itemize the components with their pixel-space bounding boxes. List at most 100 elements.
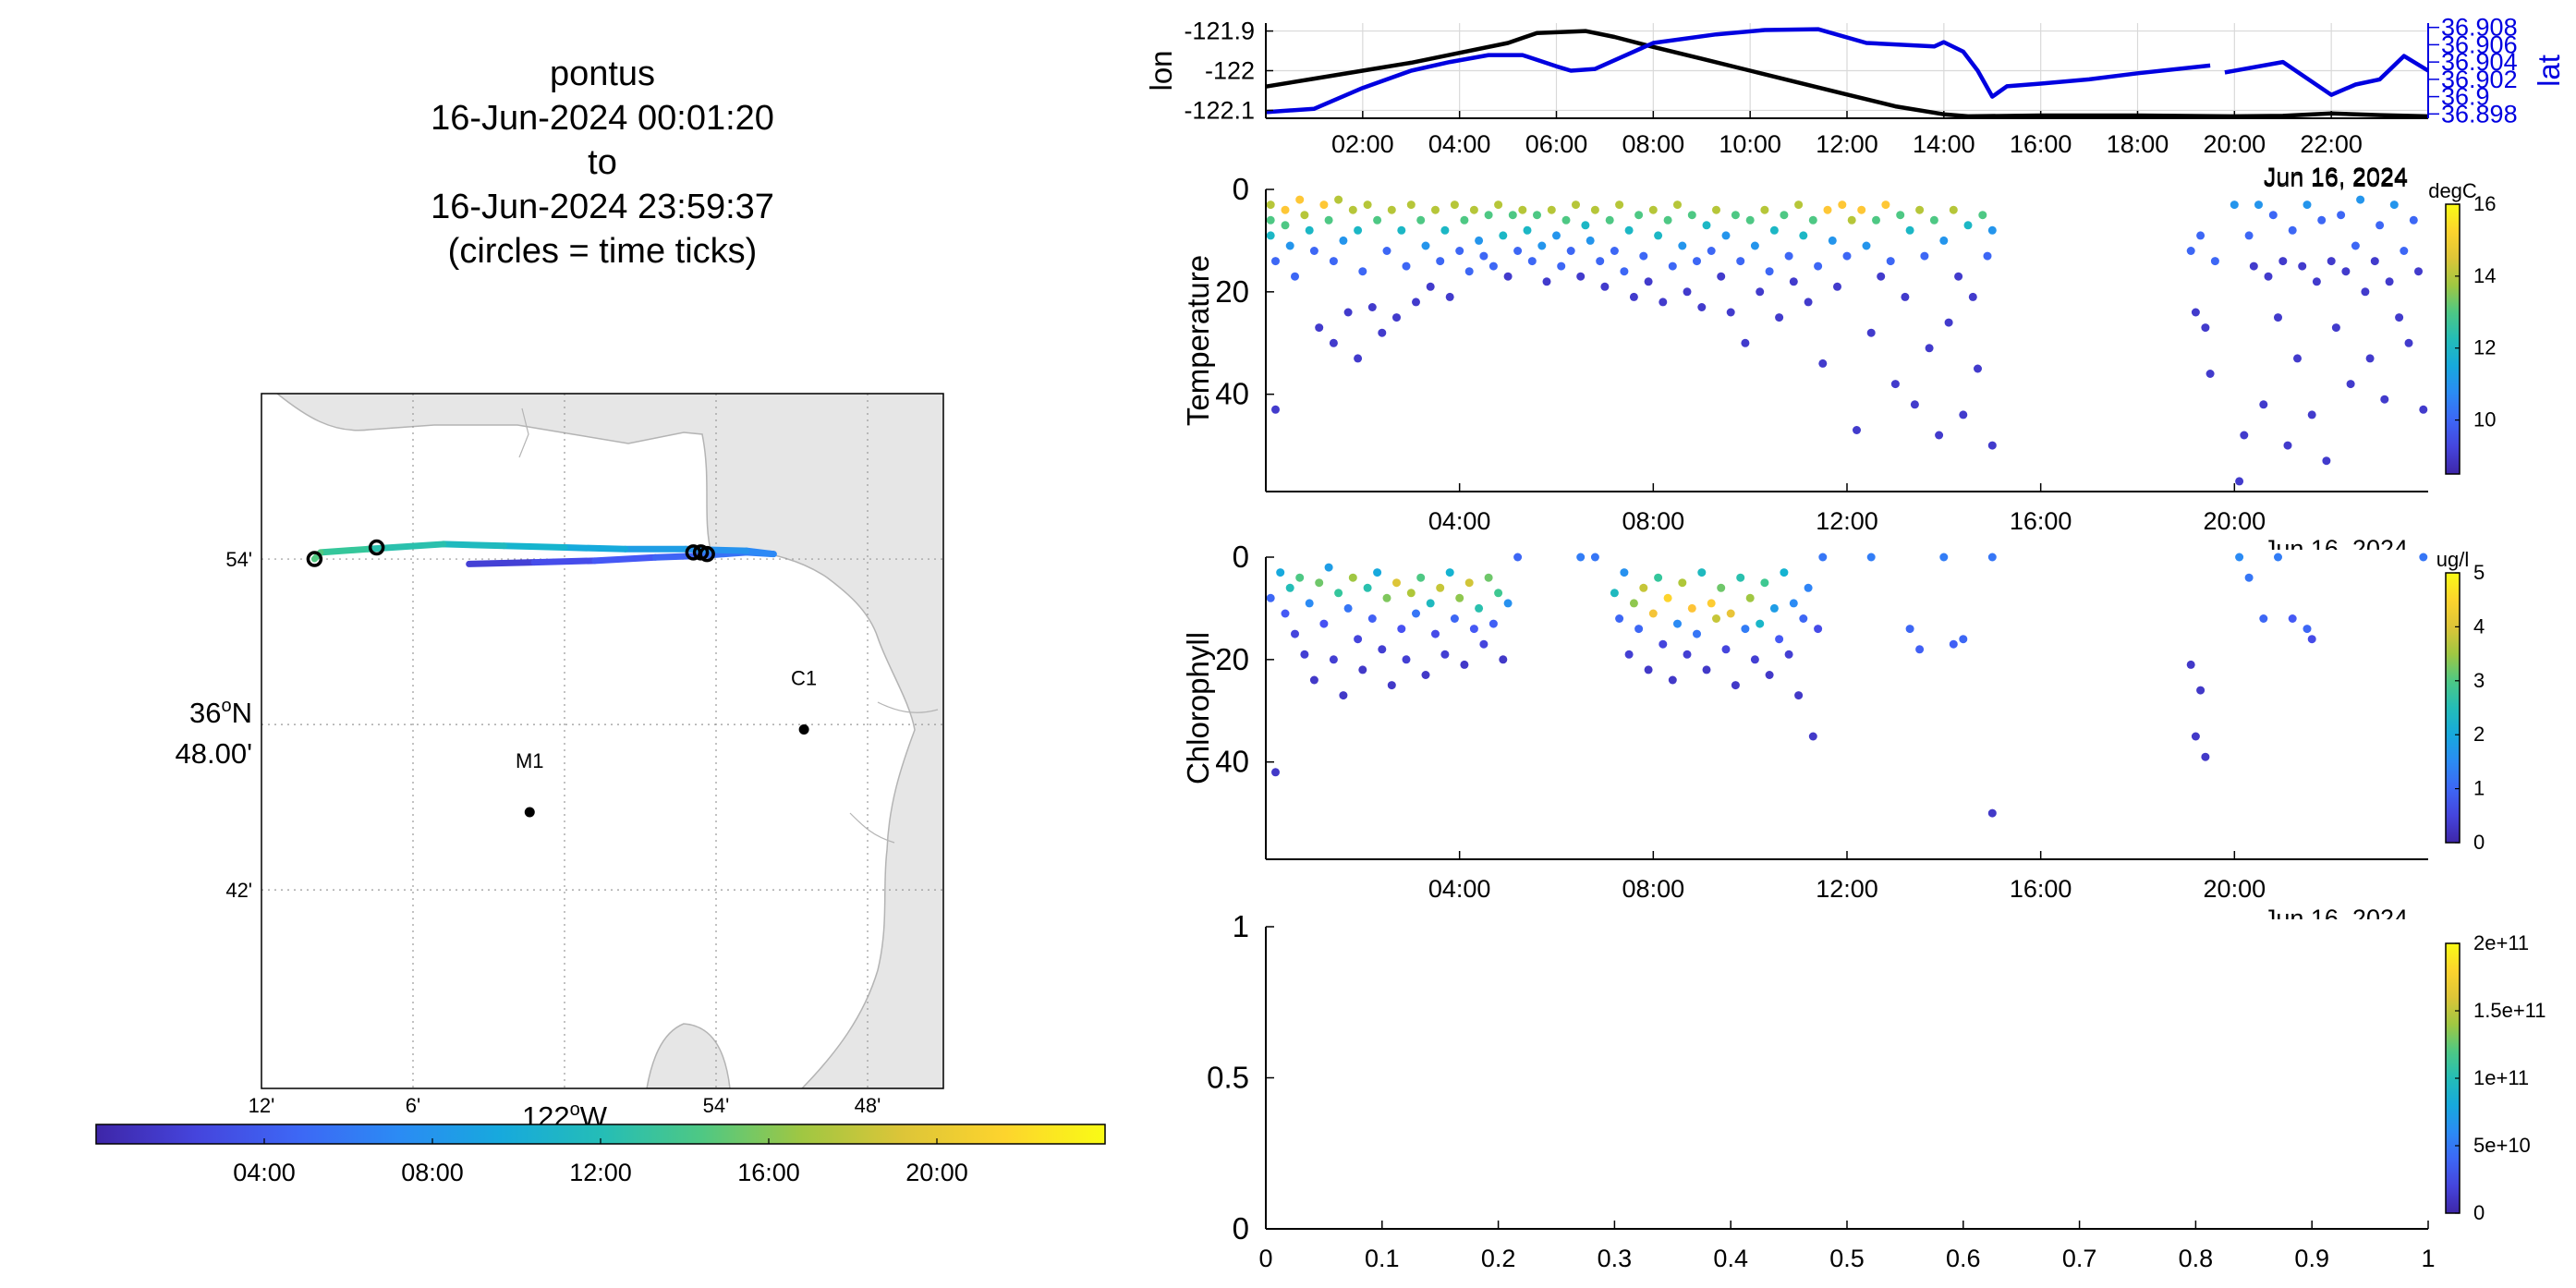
- x-tick-label: 16:00: [2010, 875, 2072, 903]
- data-point: [1799, 614, 1808, 623]
- data-point: [1968, 292, 1977, 301]
- y-tick-label: 40: [1215, 745, 1249, 779]
- y-tick-label-right: 36.898: [2441, 100, 2518, 128]
- map-track-segment: [591, 553, 659, 565]
- data-point: [1673, 619, 1682, 628]
- colorbar-label: ug/l: [2436, 548, 2469, 571]
- data-point: [1416, 573, 1426, 582]
- data-point: [1479, 251, 1488, 261]
- data-point: [1469, 625, 1478, 634]
- data-point: [1334, 195, 1343, 204]
- data-point: [1702, 221, 1711, 230]
- data-point: [1693, 629, 1701, 638]
- y-tick-label: 0: [1233, 172, 1249, 206]
- data-point: [1987, 441, 1997, 450]
- data-point: [1547, 205, 1556, 214]
- data-point: [2283, 441, 2292, 450]
- data-point: [1431, 629, 1440, 638]
- y-tick-label-left: -122.1: [1184, 96, 1255, 124]
- data-point: [1295, 195, 1305, 204]
- data-point: [1373, 215, 1382, 225]
- x-tick-label: 0.8: [2179, 1245, 2214, 1272]
- data-point: [1726, 308, 1735, 317]
- data-point: [1329, 655, 1338, 664]
- data-point: [1590, 205, 1599, 214]
- data-point: [1808, 215, 1817, 225]
- data-point: [1542, 277, 1551, 286]
- data-point: [1295, 573, 1305, 582]
- data-point: [1905, 625, 1914, 634]
- data-point: [1644, 277, 1653, 286]
- data-point: [1915, 205, 1925, 214]
- colorbar-tick-label: 0: [2473, 831, 2485, 854]
- data-point: [1484, 211, 1493, 220]
- data-point: [1804, 583, 1813, 592]
- colorbar-tick-label: 0: [2473, 1201, 2485, 1224]
- colorbar-tick-label: 5: [2473, 561, 2485, 584]
- data-point: [1886, 257, 1895, 266]
- data-point: [1324, 563, 1333, 572]
- data-point: [1464, 578, 1474, 588]
- data-point: [1866, 328, 1876, 337]
- y-tick-label-left: -121.9: [1184, 18, 1255, 45]
- data-point: [1939, 553, 1949, 562]
- data-point: [1847, 215, 1856, 225]
- data-point: [1794, 200, 1804, 210]
- data-point: [1440, 650, 1450, 659]
- data-point: [1348, 573, 1357, 582]
- time-colorbar-tick-label: 04:00: [233, 1159, 296, 1186]
- data-point: [1915, 645, 1925, 654]
- data-point: [1775, 313, 1784, 322]
- x-tick-label: 12:00: [1816, 130, 1878, 158]
- x-tick-label: 04:00: [1428, 875, 1491, 903]
- map-track-segment: [530, 557, 599, 566]
- y-tick-label: 0: [1233, 540, 1249, 574]
- data-point: [2409, 215, 2418, 225]
- data-point: [2351, 241, 2360, 250]
- data-point: [1668, 261, 1677, 271]
- x-tick-label: 0.6: [1946, 1245, 1981, 1272]
- data-point: [1799, 231, 1808, 240]
- data-point: [1276, 568, 1285, 577]
- data-point: [1769, 603, 1779, 613]
- y-axis-label: Chlorophyll: [1181, 632, 1215, 784]
- map-river-2: [877, 701, 939, 713]
- data-point: [2278, 257, 2288, 266]
- data-point: [1629, 599, 1638, 608]
- data-point: [2303, 625, 2312, 634]
- data-point: [1780, 211, 1789, 220]
- y-tick-label: 0.5: [1207, 1061, 1249, 1095]
- data-point: [1561, 215, 1571, 225]
- data-point: [1862, 241, 1871, 250]
- y-tick-label-right: 36.906: [2441, 30, 2518, 58]
- x-tick-label: 02:00: [1331, 130, 1394, 158]
- time-colorbar-tick-label: 08:00: [401, 1159, 464, 1186]
- data-point: [2249, 261, 2258, 271]
- data-point: [1929, 215, 1938, 225]
- data-point: [1866, 553, 1876, 562]
- data-point: [1784, 251, 1793, 261]
- x-tick-label: 04:00: [1428, 130, 1491, 158]
- data-point: [2356, 195, 2365, 204]
- time-colorbar-tick-label: 20:00: [905, 1159, 968, 1186]
- data-point: [1731, 211, 1740, 220]
- data-point: [1750, 241, 1759, 250]
- data-point: [1707, 599, 1716, 608]
- data-point: [1460, 215, 1469, 225]
- data-point: [1659, 639, 1668, 649]
- data-point: [1494, 589, 1503, 598]
- data-point: [1300, 650, 1309, 659]
- data-point: [1765, 267, 1774, 276]
- x-tick-label: 04:00: [1428, 507, 1491, 535]
- y-tick-label-left: -122: [1205, 57, 1255, 85]
- x-tick-label: 0: [1258, 1245, 1272, 1272]
- y-tick-label: 0: [1233, 1211, 1249, 1245]
- title-block: pontus 16-Jun-2024 00:01:20 to 16-Jun-20…: [431, 55, 774, 271]
- data-point: [1736, 257, 1745, 266]
- data-point: [2288, 225, 2297, 235]
- data-point: [1954, 272, 1963, 281]
- data-point: [1402, 655, 1411, 664]
- data-point: [1756, 287, 1765, 297]
- data-point: [1450, 614, 1459, 623]
